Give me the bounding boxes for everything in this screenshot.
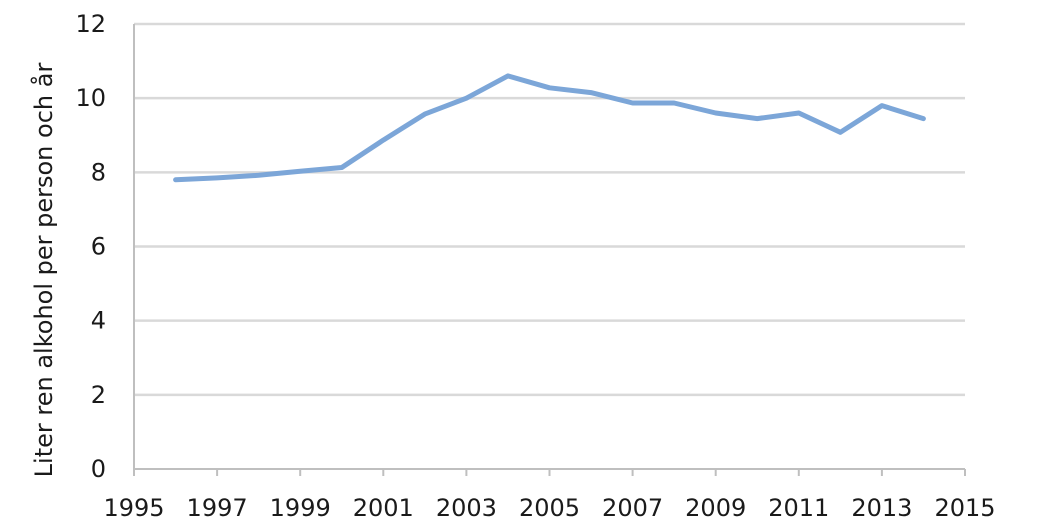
x-tick-label: 2009 <box>685 494 746 522</box>
data-point-1996 <box>173 177 178 182</box>
data-point-2001 <box>381 138 386 143</box>
data-point-2000 <box>339 165 344 170</box>
y-tick-labels: 0 2 4 6 8 10 12 <box>75 10 106 483</box>
series-line <box>173 73 926 183</box>
y-tick-label: 6 <box>91 233 106 261</box>
y-axis-label: Liter ren alkohol per person och år <box>29 63 58 478</box>
data-point-2003 <box>464 96 469 101</box>
y-tick-label: 10 <box>75 84 106 112</box>
data-point-2010 <box>755 116 760 121</box>
x-tick-label: 2005 <box>519 494 580 522</box>
data-point-1997 <box>215 175 220 180</box>
data-point-2012 <box>838 130 843 135</box>
y-tick-label: 4 <box>91 307 106 335</box>
gridlines <box>134 22 965 397</box>
data-point-2006 <box>589 90 594 95</box>
x-tick-label: 2011 <box>768 494 829 522</box>
x-tick-labels: 1995 1997 1999 2001 2003 2005 2007 2009 2011 2013… <box>103 494 995 522</box>
data-point-2011 <box>796 111 801 116</box>
x-tick-label: 2015 <box>934 494 995 522</box>
x-tick-label: 2003 <box>436 494 497 522</box>
data-point-2007 <box>630 100 635 105</box>
data-point-2014 <box>921 116 926 121</box>
data-point-2004 <box>505 73 510 78</box>
data-point-2009 <box>713 111 718 116</box>
y-tick-label: 12 <box>75 10 106 38</box>
data-point-1998 <box>256 173 261 178</box>
y-tick-label: 2 <box>91 381 106 409</box>
x-tick-label: 2013 <box>851 494 912 522</box>
data-point-2002 <box>422 112 427 117</box>
x-tick-label: 1997 <box>187 494 248 522</box>
data-point-1999 <box>298 169 303 174</box>
y-tick-label: 0 <box>91 455 106 483</box>
data-point-2013 <box>879 103 884 108</box>
axes <box>133 24 966 476</box>
x-tick-label: 1999 <box>270 494 331 522</box>
x-tick-label: 2007 <box>602 494 663 522</box>
series <box>173 73 926 183</box>
data-point-2008 <box>672 100 677 105</box>
data-point-2005 <box>547 85 552 90</box>
x-tick-label: 2001 <box>353 494 414 522</box>
y-tick-label: 8 <box>91 158 106 186</box>
x-tick-label: 1995 <box>103 494 164 522</box>
